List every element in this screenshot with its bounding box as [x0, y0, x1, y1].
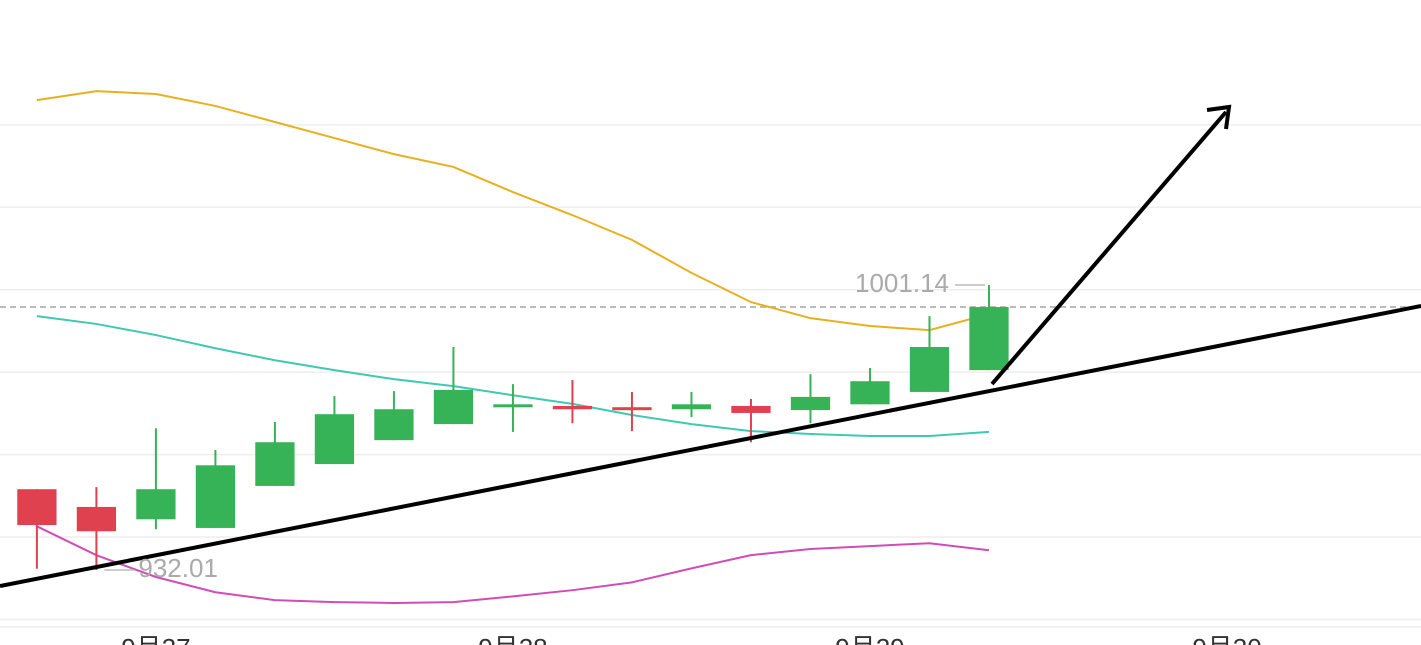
grid: [0, 124, 1421, 628]
x-tick-label: 9月27: [121, 633, 190, 645]
band-line: [36, 90, 990, 332]
candle-body: [374, 409, 414, 441]
x-tick-label: 9月28: [478, 633, 547, 645]
x-tick-label: 9月30: [1192, 633, 1261, 645]
candle-body: [731, 405, 771, 413]
candle-body: [17, 489, 57, 526]
candle-body: [76, 506, 117, 532]
candle-body: [136, 489, 176, 520]
x-tick-label: 9月29: [835, 633, 904, 645]
candle-body: [552, 405, 593, 410]
candle-body: [850, 381, 890, 405]
candle-body: [969, 307, 1009, 371]
max-label: 1001.14: [855, 268, 949, 298]
min-label: 932.01: [138, 553, 218, 583]
candle-body: [790, 396, 831, 411]
candle-body: [612, 407, 652, 411]
labels: 9月27 9月28 9月29 9月30 1001.14 932.01: [104, 268, 1262, 645]
arrow-shaft: [990, 110, 1228, 386]
arrow-head: [1206, 104, 1232, 130]
candle-body: [671, 404, 712, 410]
candle-body: [493, 404, 533, 408]
candle-body: [314, 414, 355, 465]
trend-line: [0, 304, 1421, 588]
candle-body: [255, 442, 295, 486]
candle-body: [195, 465, 236, 528]
band-line: [36, 525, 990, 604]
candles: [17, 285, 1009, 570]
bands: [36, 90, 990, 604]
candle-body: [433, 389, 474, 425]
candle-body: [909, 347, 950, 392]
